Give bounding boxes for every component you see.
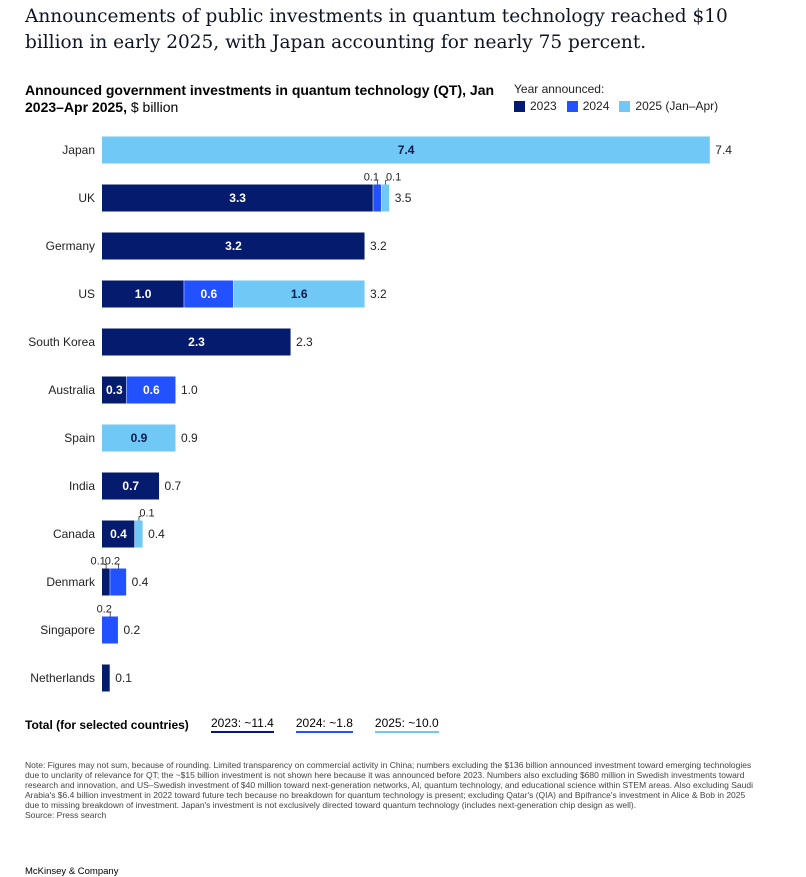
segment-callout-singapore-2024: 0.2 [97, 604, 112, 616]
legend-swatch-2025 [619, 100, 631, 112]
segment-callout-uk-2025: 0.1 [386, 172, 401, 184]
category-label-singapore: Singapore [40, 623, 95, 637]
legend-item-2023: 2023 [514, 99, 557, 113]
bar-singapore-2024 [102, 616, 118, 644]
total-label-denmark: 0.4 [132, 575, 149, 589]
category-label-netherlands: Netherlands [30, 671, 95, 685]
bar-uk-2025-jan-apr- [381, 184, 390, 212]
total-label-germany: 3.2 [370, 239, 387, 253]
segment-label-canada-2023: 0.4 [110, 527, 127, 541]
category-label-australia: Australia [48, 383, 95, 397]
bar-japan-2025-jan-apr- [102, 136, 710, 164]
footnote-source: Source: Press search [25, 810, 107, 820]
segment-label-us-2024: 0.6 [201, 287, 218, 301]
total-label-netherlands: 0.1 [115, 671, 132, 685]
total-label-india: 0.7 [165, 479, 182, 493]
brand-name: McKinsey & Company [25, 866, 119, 877]
total-label-japan: 7.4 [715, 143, 732, 157]
headline: Announcements of public investments in q… [25, 6, 728, 53]
segment-label-australia-2024: 0.6 [143, 383, 160, 397]
bar-us-2024 [184, 280, 234, 308]
legend-label-2023: 2023 [530, 99, 557, 113]
category-label-us: US [78, 287, 95, 301]
total-2024: 2024: ~1.8 [295, 716, 353, 733]
legend-label-2024: 2024 [582, 99, 610, 113]
category-label-denmark: Denmark [46, 575, 96, 589]
legend: Year announced: 2023 2024 2025 (Jan–Apr) [514, 82, 728, 113]
segment-label-japan-2025: 7.4 [398, 143, 415, 157]
segment-callout-canada-2025: 0.1 [139, 508, 154, 520]
footnote: Note: Figures may not sum, because of ro… [25, 760, 755, 820]
category-label-canada: Canada [53, 527, 95, 541]
bar-india-2023 [102, 472, 160, 500]
segment-callout-denmark-2023: 0.1 [90, 556, 105, 568]
total-label-south-korea: 2.3 [296, 335, 313, 349]
legend-swatch-2024 [566, 100, 578, 112]
legend-item-2025: 2025 (Jan–Apr) [619, 99, 718, 113]
legend-swatch-2023 [514, 100, 525, 112]
chart-title-unit: $ billion [126, 99, 179, 115]
bar-canada-2025-jan-apr- [134, 520, 143, 548]
total-label-canada: 0.4 [148, 527, 165, 541]
callout-leader-denmark-2023 [104, 564, 107, 569]
total-label-australia: 1.0 [181, 383, 198, 397]
segment-callout-uk-2024: 0.1 [364, 172, 379, 184]
total-2023: 2023: ~11.4 [211, 716, 274, 733]
bar-spain-2025-jan-apr- [102, 424, 176, 452]
total-label-spain: 0.9 [181, 431, 198, 445]
bar-australia-2023 [102, 376, 127, 404]
chart-title-bold: Announced government investments in quan… [25, 82, 495, 115]
segment-label-spain-2025: 0.9 [131, 431, 148, 445]
category-label-south-korea: South Korea [28, 335, 95, 349]
bar-canada-2023 [102, 520, 135, 548]
bar-denmark-2023 [102, 568, 110, 596]
category-label-india: India [69, 479, 95, 493]
segment-label-us-2023: 1.0 [135, 287, 152, 301]
totals-row: Total (for selected countries) 2023: ~11… [25, 716, 461, 733]
category-label-spain: Spain [64, 431, 95, 445]
segment-label-india-2023: 0.7 [122, 479, 139, 493]
totals-label: Total (for selected countries) [25, 717, 189, 732]
bar-chart: Japan 7.4 7.4 UK 3.3 0.1 0.1 3.5 Germany 3.2 3.2 US… [28, 136, 732, 692]
total-label-singapore: 0.2 [123, 623, 140, 637]
legend-title: Year announced: [514, 82, 605, 96]
bar-us-2025-jan-apr- [233, 280, 365, 308]
category-label-japan: Japan [62, 143, 95, 157]
total-2025: 2025: ~10.0 [374, 716, 439, 733]
category-label-germany: Germany [46, 239, 95, 253]
total-label-uk: 3.5 [395, 191, 412, 205]
bar-denmark-2024 [110, 568, 127, 596]
bar-us-2023 [102, 280, 184, 308]
bar-germany-2023 [102, 232, 365, 260]
segment-label-germany-2023: 3.2 [225, 239, 242, 253]
chart-title: Announced government investments in quan… [25, 82, 495, 116]
segment-label-uk-2023: 3.3 [229, 191, 246, 205]
bar-netherlands-2023 [102, 664, 110, 692]
bar-uk-2024 [373, 184, 381, 212]
bar-australia-2024 [126, 376, 176, 404]
legend-item-2024: 2024 [566, 99, 610, 113]
segment-callout-denmark-2024: 0.2 [105, 556, 120, 568]
bar-south-korea-2023 [102, 328, 291, 356]
footnote-note: Note: Figures may not sum, because of ro… [25, 760, 753, 810]
segment-label-south-korea-2023: 2.3 [188, 335, 205, 349]
legend-label-2025: 2025 (Jan–Apr) [635, 99, 719, 113]
segment-label-us-2025: 1.6 [291, 287, 308, 301]
callout-leader-uk-2025 [385, 180, 388, 185]
bar-uk-2023 [102, 184, 373, 212]
callout-leader-canada-2025 [138, 516, 141, 521]
category-label-uk: UK [78, 191, 95, 205]
total-label-us: 3.2 [370, 287, 387, 301]
segment-label-australia-2023: 0.3 [106, 383, 123, 397]
